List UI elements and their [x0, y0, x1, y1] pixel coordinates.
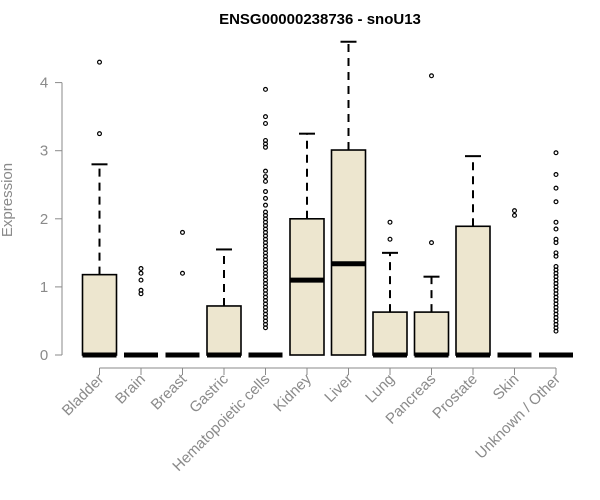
outlier-point [387, 219, 393, 225]
outlier-point [263, 202, 269, 208]
box-body [455, 225, 491, 356]
outlier-point [138, 277, 144, 283]
box-unknown-other [539, 150, 573, 358]
y-axis-label: Expression [0, 163, 16, 237]
x-tick-label: Bladder [59, 371, 108, 420]
outlier-point [429, 73, 435, 79]
outlier-point [553, 219, 559, 225]
x-tick-label: Breast [148, 370, 191, 413]
outlier-point [180, 229, 186, 235]
outlier-point [553, 226, 559, 232]
outlier-point [180, 270, 186, 276]
box-brain [124, 266, 158, 358]
outlier-point [263, 209, 269, 215]
box-prostate [455, 155, 491, 358]
outlier-point [138, 270, 144, 276]
box-body [206, 305, 242, 356]
outlier-point [511, 212, 517, 218]
box-skin [497, 208, 532, 358]
boxes-group [81, 40, 573, 358]
box-kidney [289, 132, 325, 356]
box-bladder [81, 59, 118, 358]
y-tick-label: 2 [40, 211, 48, 228]
box-lung [372, 219, 408, 358]
box-hematopoietic-cells [248, 86, 283, 358]
y-tick-label: 3 [40, 143, 48, 160]
box-liver [330, 40, 367, 356]
chart-title: ENSG00000238736 - snoU13 [219, 11, 421, 28]
box-body [289, 218, 325, 356]
outlier-point [263, 137, 269, 143]
outlier-point [138, 266, 144, 272]
box-gastric [206, 248, 242, 358]
outlier-point [263, 120, 269, 126]
box-body [330, 149, 367, 356]
x-tick-label: Prostate [429, 371, 481, 423]
outlier-point [263, 189, 269, 195]
outlier-point [553, 236, 559, 242]
outlier-point [263, 114, 269, 120]
outlier-point [96, 131, 102, 137]
outlier-point [553, 150, 559, 156]
x-tick-label: Lung [362, 371, 398, 407]
outlier-point [511, 208, 517, 214]
outlier-point [263, 178, 269, 184]
outlier-point [263, 86, 269, 92]
x-tick-label: Brain [112, 371, 149, 408]
y-tick-label: 0 [40, 347, 48, 364]
x-tick-label: Skin [490, 371, 523, 404]
y-tick-label: 4 [40, 75, 48, 92]
outlier-point [263, 195, 269, 201]
outlier-point [138, 287, 144, 293]
box-body [413, 311, 450, 356]
outlier-point [553, 185, 559, 191]
outlier-point [553, 172, 559, 178]
outlier-point [553, 199, 559, 205]
y-axis: 0 1 2 3 4 [40, 75, 63, 364]
x-tick-label: Kidney [270, 370, 315, 415]
y-tick-label: 1 [40, 279, 48, 296]
x-tick-label: Liver [321, 371, 356, 406]
outlier-point [96, 59, 102, 65]
box-body [81, 273, 118, 356]
outlier-point [263, 174, 269, 180]
outlier-point [263, 168, 269, 174]
box-body [372, 311, 408, 356]
box-breast [165, 229, 200, 358]
outlier-point [553, 250, 559, 256]
outlier-point [387, 236, 393, 242]
box-pancreas [413, 73, 450, 358]
outlier-point [429, 240, 435, 246]
outlier-point [553, 263, 559, 269]
